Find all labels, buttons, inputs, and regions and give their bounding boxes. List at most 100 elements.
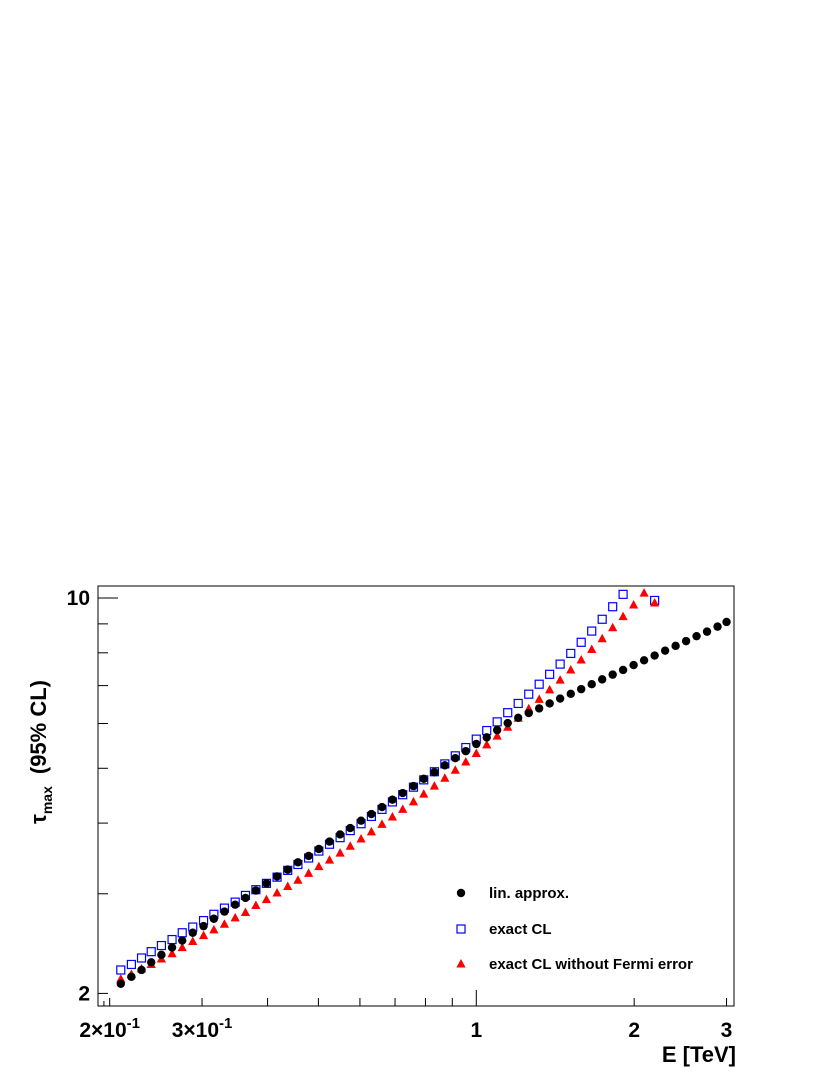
data-point: [157, 950, 166, 960]
data-point: [346, 823, 355, 833]
data-point: [178, 936, 187, 945]
data-point: [304, 868, 314, 877]
y-axis-title: τmax (95% CL): [26, 680, 55, 824]
data-point: [587, 626, 597, 636]
y-tick-label: 10: [67, 587, 90, 610]
data-point: [524, 708, 533, 718]
legend-label: exact CL: [489, 921, 552, 938]
data-point: [461, 746, 470, 756]
series-1: [116, 617, 731, 988]
x-tick-label: 2×10-1: [79, 1015, 140, 1042]
data-point: [482, 739, 492, 749]
legend-item: lin. approx.: [456, 885, 569, 902]
data-point: [566, 664, 576, 674]
data-point: [545, 669, 555, 679]
data-point: [629, 599, 639, 609]
x-tick-label: 3×10-1: [172, 1015, 233, 1042]
data-point: [177, 928, 187, 938]
data-point: [136, 953, 147, 963]
data-point: [650, 651, 659, 660]
data-point: [513, 713, 523, 723]
data-point: [314, 861, 324, 871]
data-point: [367, 809, 376, 819]
data-point: [576, 654, 586, 664]
data-point: [409, 781, 418, 791]
x-axis-tick-labels: 2×10-1 3×10-1 1 2 3: [79, 1015, 732, 1042]
plot-frame: [97, 585, 735, 1007]
data-point: [566, 648, 576, 659]
y-axis-ticks: [98, 597, 118, 994]
data-point: [618, 665, 628, 675]
data-point: [188, 936, 198, 946]
data-point: [408, 796, 419, 806]
data-point: [608, 602, 618, 612]
data-point: [199, 921, 208, 931]
data-point: [524, 689, 534, 699]
data-point: [639, 588, 649, 597]
data-point: [597, 675, 607, 684]
data-point: [671, 641, 680, 651]
data-point: [209, 914, 219, 923]
data-point: [209, 924, 219, 934]
data-point: [430, 768, 439, 777]
x-axis-ticks: [97, 990, 728, 1006]
x-tick-label: 2: [628, 1019, 640, 1042]
data-point: [713, 622, 722, 631]
legend-marker: [456, 888, 466, 898]
data-point: [503, 718, 512, 728]
data-point: [482, 733, 491, 742]
data-point: [492, 725, 502, 735]
data-point: [576, 684, 586, 694]
data-point: [220, 907, 229, 916]
data-point: [137, 965, 146, 975]
data-point: [293, 858, 303, 867]
legend-marker: [456, 959, 466, 968]
data-point: [398, 804, 408, 813]
y-axis-title-rest: (95% CL): [26, 680, 51, 774]
legend-label: lin. approx.: [489, 885, 569, 902]
data-point: [534, 694, 544, 703]
series-layer: [116, 588, 731, 988]
data-point: [167, 934, 177, 945]
data-point: [702, 627, 712, 636]
data-point: [545, 699, 554, 708]
data-point: [219, 919, 230, 928]
data-point: [618, 589, 628, 599]
data-point: [513, 698, 523, 709]
data-point: [366, 826, 377, 836]
x-axis-title: E [TeV]: [662, 1042, 736, 1067]
x-tick-label: 1: [470, 1019, 482, 1042]
data-point: [451, 753, 460, 763]
data-point: [356, 816, 366, 825]
data-point: [177, 942, 187, 952]
data-point: [534, 704, 544, 713]
data-point: [251, 900, 261, 910]
data-point: [629, 660, 638, 670]
data-point: [304, 851, 313, 861]
data-point: [283, 881, 293, 891]
legend: lin. approx. exact CL exact CL without Fer…: [456, 885, 693, 973]
data-point: [597, 633, 607, 643]
data-point: [545, 684, 555, 694]
legend-item: exact CL: [456, 921, 552, 938]
data-point: [450, 765, 460, 774]
data-point: [492, 717, 502, 727]
x-tick-label: 3: [721, 1019, 733, 1042]
data-point: [608, 622, 618, 632]
data-point: [126, 959, 136, 970]
data-point: [314, 844, 324, 854]
data-point: [681, 636, 691, 646]
data-point: [188, 928, 197, 937]
data-point: [272, 887, 282, 897]
data-point: [241, 893, 250, 903]
data-point: [116, 965, 126, 975]
data-point: [325, 837, 334, 846]
data-point: [461, 756, 471, 766]
data-point: [534, 679, 544, 689]
legend-label: exact CL without Fermi error: [489, 956, 693, 973]
data-point: [147, 958, 156, 967]
data-point: [377, 802, 387, 812]
y-axis-title-symbol: τ: [26, 814, 51, 824]
data-point: [639, 656, 649, 665]
